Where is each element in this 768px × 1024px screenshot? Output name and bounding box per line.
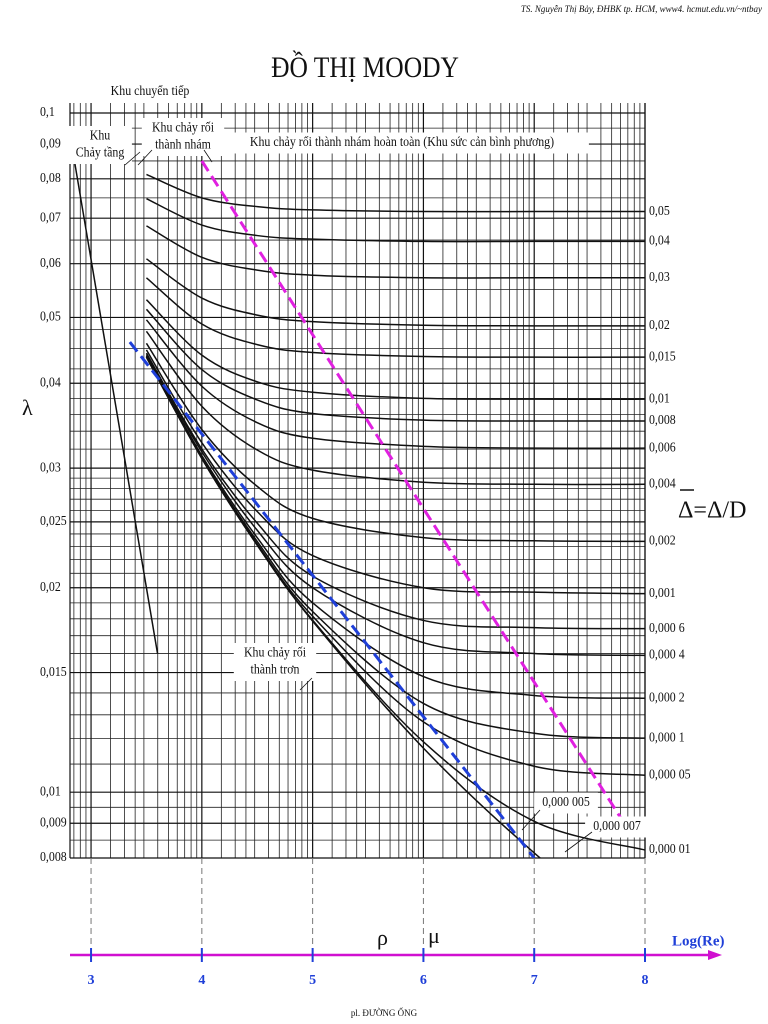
y-axis-label: λ	[22, 395, 33, 420]
curve	[145, 354, 645, 657]
axis-arrow	[708, 950, 722, 960]
x-tick-label: 5	[309, 973, 316, 988]
annotation: Khu chảy rối thành nhám hoàn toàn (Khu s…	[250, 133, 554, 149]
y-tick-label: 0,025	[40, 512, 67, 528]
annotation-line: 0,000 007	[593, 817, 641, 833]
curve	[145, 330, 645, 486]
y-tick-label: 0,08	[40, 169, 61, 185]
curve	[146, 225, 645, 279]
annotation-line: 0,000 005	[542, 793, 590, 809]
curve	[146, 258, 645, 327]
x-tick-label: 7	[531, 973, 538, 988]
annotation-line: thành nhám	[155, 136, 211, 152]
annotation-box	[534, 792, 598, 814]
chart-title: ĐỒ THỊ MOODY	[271, 50, 459, 84]
y-tick-label: 0,06	[40, 254, 61, 270]
x-tick-label: 4	[198, 973, 205, 988]
annotation-line: Khu chuyển tiếp	[111, 82, 190, 98]
y-tick-label: 0,09	[40, 134, 61, 150]
annotation-line: Khu chảy rối	[244, 644, 306, 660]
leader-line	[299, 677, 313, 691]
curve-label: 0,006	[649, 438, 676, 454]
annotation: Khu chảy rối thành trơn	[244, 644, 306, 677]
curve	[200, 160, 630, 831]
curve	[145, 299, 645, 400]
leader-line	[521, 809, 541, 831]
curve	[145, 349, 645, 595]
annotation-line: thành trơn	[251, 661, 300, 677]
leader-line	[137, 149, 153, 166]
header: TS. Nguyễn Thị Bảy, ĐHBK tp. HCM, www4. …	[521, 4, 762, 14]
y-tick-label: 0,02	[40, 578, 61, 594]
annotation-line: Khu chảy rối thành nhám hoàn toàn (Khu s…	[250, 133, 554, 149]
curve	[146, 197, 645, 243]
annotation: Khu Chảy tầng	[76, 127, 125, 160]
curve	[145, 308, 645, 422]
curve	[145, 356, 542, 858]
x-axis-label: Log(Re)	[672, 933, 725, 949]
curve-label: 0,001	[649, 584, 676, 600]
symbol: μ	[428, 923, 440, 948]
curve	[145, 277, 645, 358]
curve-label: 0,004	[649, 475, 676, 491]
annotation-box	[215, 132, 589, 154]
annotation-line: Chảy tầng	[76, 144, 125, 160]
y-tick-label: 0,1	[40, 103, 55, 119]
curve-label: 0,002	[649, 532, 676, 548]
curve-label: 0,015	[649, 347, 676, 363]
x-tick-label: 6	[420, 973, 427, 988]
curve-label: 0,000 2	[649, 689, 685, 705]
annotation-line: Khu chảy rối	[152, 119, 214, 135]
leader-line	[124, 151, 141, 166]
curve	[146, 173, 645, 213]
curve-label: 0,000 1	[649, 728, 685, 744]
annotation: Khu chảy rối thành nhám	[152, 119, 214, 152]
annotation-box	[233, 643, 317, 681]
y-tick-label: 0,01	[40, 782, 61, 798]
footer: pl. ĐƯỜNG ỐNG	[351, 1008, 418, 1018]
leader-line	[203, 149, 213, 163]
curve	[145, 319, 645, 450]
curve	[145, 352, 645, 630]
annotation-box	[141, 118, 225, 156]
curve	[145, 355, 645, 699]
curve-label: 0,04	[649, 232, 670, 248]
curve-label: 0,000 4	[649, 646, 685, 662]
curve-label: 0,000 05	[649, 766, 691, 782]
annotation: 0,000 005	[542, 793, 590, 809]
y-tick-label: 0,009	[40, 814, 67, 830]
y-tick-label: 0,07	[40, 208, 61, 224]
leader-line	[564, 831, 593, 853]
x-tick-label: 8	[642, 973, 649, 988]
annotation-box	[68, 126, 132, 164]
curve-label: 0,000 6	[649, 619, 685, 635]
x-tick-label: 3	[88, 973, 95, 988]
curve	[73, 160, 159, 654]
y-tick-label: 0,05	[40, 308, 61, 324]
curve-label: 0,02	[649, 316, 670, 332]
y-tick-label: 0,015	[40, 663, 67, 679]
y-tick-label: 0,008	[40, 848, 67, 864]
roughness-label: Δ=Δ/D	[678, 498, 746, 524]
y-tick-label: 0,03	[40, 458, 61, 474]
annotation-box	[585, 816, 649, 838]
curve-label: 0,000 01	[649, 840, 691, 856]
curve-label: 0,008	[649, 411, 676, 427]
curve-label: 0,05	[649, 202, 670, 218]
annotation: 0,000 007	[593, 817, 641, 833]
annotation: Khu chuyển tiếp	[111, 82, 190, 98]
curve-label: 0,03	[649, 268, 670, 284]
annotation-line: Khu	[90, 127, 111, 143]
curve	[145, 342, 645, 543]
symbol: ρ	[377, 925, 388, 950]
curves	[73, 160, 645, 858]
curve-label: 0,01	[649, 389, 670, 405]
curve	[128, 341, 536, 858]
y-tick-label: 0,04	[40, 374, 61, 390]
